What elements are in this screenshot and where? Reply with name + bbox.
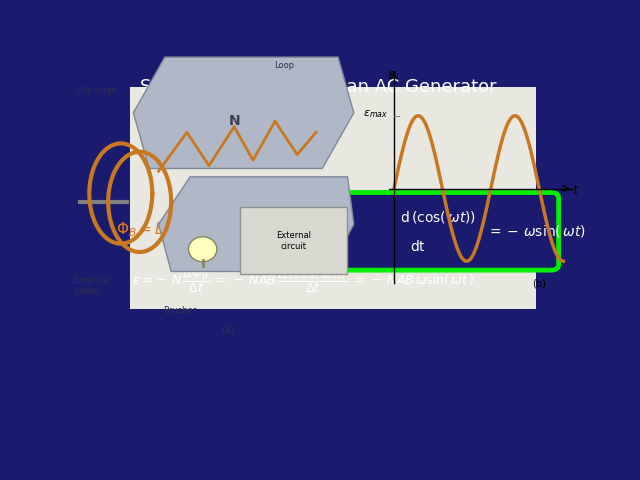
Text: Schematic Diagram of an AC Generator: Schematic Diagram of an AC Generator [140, 78, 496, 96]
FancyBboxPatch shape [129, 87, 536, 309]
Text: $= -\,\omega\sin(\,\omega t)$: $= -\,\omega\sin(\,\omega t)$ [487, 223, 586, 240]
FancyBboxPatch shape [321, 192, 559, 270]
Text: $t$: $t$ [572, 184, 579, 197]
Text: Brushes: Brushes [164, 306, 198, 315]
Text: $\mathrm{dt}$: $\mathrm{dt}$ [410, 239, 426, 253]
Text: Loop: Loop [275, 61, 294, 70]
Text: External
circuit: External circuit [276, 231, 312, 251]
Text: (b): (b) [532, 279, 546, 288]
Text: $\varepsilon$: $\varepsilon$ [387, 69, 396, 83]
Polygon shape [159, 177, 354, 272]
Text: S: S [248, 217, 258, 231]
Text: (a): (a) [221, 325, 235, 335]
Text: $\Phi_B = BA\cos\theta = BA\cos\omega t$: $\Phi_B = BA\cos\theta = BA\cos\omega t$ [116, 220, 302, 239]
Polygon shape [133, 57, 354, 168]
Text: External
rotator: External rotator [74, 276, 109, 296]
FancyBboxPatch shape [241, 207, 348, 274]
Text: $\mathrm{d}\,(\cos(\,\omega t))$: $\mathrm{d}\,(\cos(\,\omega t))$ [400, 208, 476, 225]
Circle shape [188, 237, 217, 262]
Text: $\varepsilon = -\,N\,\dfrac{\Delta\Phi_B}{\Delta t}\;=\;-\,NAB\,\dfrac{\Delta\,(: $\varepsilon = -\,N\,\dfrac{\Delta\Phi_B… [132, 267, 474, 295]
Text: N: N [228, 114, 240, 128]
Text: $\varepsilon_{max}$: $\varepsilon_{max}$ [363, 108, 388, 120]
Text: Slip rings: Slip rings [77, 86, 116, 96]
